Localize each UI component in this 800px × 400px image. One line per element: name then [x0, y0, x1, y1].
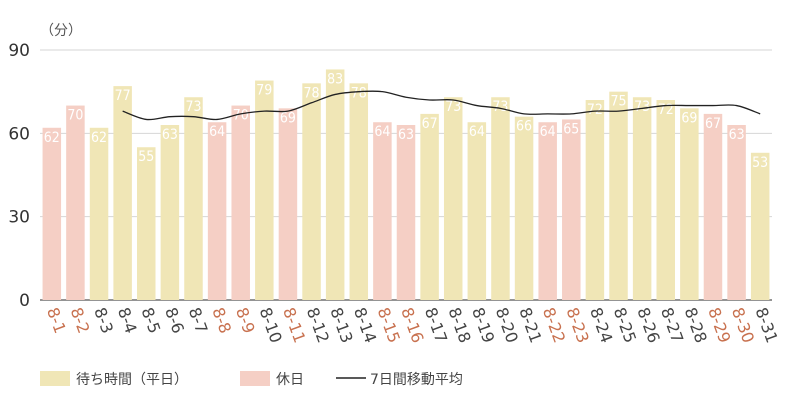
- data-label: 66: [516, 119, 532, 135]
- bar-8-21: [514, 116, 534, 301]
- bar-8-19: [467, 122, 487, 300]
- data-label: 63: [729, 127, 745, 143]
- data-label: 70: [67, 108, 83, 124]
- data-label: 73: [185, 99, 201, 115]
- bar-8-18: [443, 97, 463, 300]
- x-tick-label: 8-2: [67, 305, 94, 336]
- y-tick-label: 90: [8, 41, 30, 61]
- y-tick-label: 30: [8, 208, 30, 228]
- bar-8-11: [278, 108, 298, 300]
- bar-8-8: [207, 122, 227, 300]
- legend-label-holiday: 休日: [276, 372, 304, 388]
- data-label: 69: [280, 110, 296, 126]
- moving-average-line: [122, 90, 761, 121]
- data-label: 63: [398, 127, 414, 143]
- bar-8-7: [184, 97, 203, 300]
- bar-8-16: [396, 125, 416, 300]
- x-axis-labels: 8-18-28-38-48-58-68-78-88-98-108-118-128…: [43, 305, 782, 346]
- legend-swatch-holiday: [240, 371, 270, 386]
- y-axis-unit-label: （分）: [40, 23, 82, 39]
- data-label: 64: [540, 124, 556, 140]
- bar-8-3: [89, 127, 109, 301]
- data-label: 67: [422, 116, 438, 132]
- data-label: 53: [752, 155, 768, 171]
- bar-8-23: [562, 119, 581, 300]
- data-label: 79: [256, 83, 272, 99]
- bar-8-1: [42, 127, 62, 301]
- data-label: 62: [44, 130, 60, 146]
- data-label: 78: [351, 85, 367, 101]
- data-labels: 62 70 62 77 55 63 73 64 70 79 69 78 83 78 64 63 67 73 64 73…: [44, 71, 768, 170]
- legend: 待ち時間（平日） 休日 7日間移動平均: [40, 371, 463, 388]
- bar-8-12: [302, 83, 321, 300]
- data-label: 64: [374, 124, 390, 140]
- bar-8-4: [113, 86, 132, 300]
- bar-8-20: [491, 97, 510, 300]
- legend-label-weekday: 待ち時間（平日）: [76, 372, 188, 388]
- data-label: 78: [304, 85, 320, 101]
- bar-8-5: [137, 147, 156, 300]
- bar-8-10: [255, 80, 274, 300]
- bar-8-31: [750, 152, 770, 300]
- x-tick-label: 8-1: [43, 305, 70, 336]
- bar-8-26: [632, 97, 652, 300]
- data-label: 77: [115, 88, 131, 104]
- bar-8-22: [538, 122, 557, 300]
- y-tick-label: 0: [19, 291, 30, 311]
- x-tick-label: 8-4: [114, 305, 141, 336]
- bar-8-25: [609, 91, 628, 301]
- data-label: 73: [634, 99, 650, 115]
- bar-8-24: [585, 100, 605, 300]
- x-tick-label: 8-5: [137, 305, 164, 336]
- data-label: 63: [162, 127, 178, 143]
- bar-8-2: [66, 105, 85, 300]
- data-label: 73: [445, 99, 461, 115]
- data-label: 72: [587, 102, 603, 118]
- data-label: 73: [492, 99, 508, 115]
- y-axis-ticks: 0 30 60 90: [8, 41, 30, 311]
- bar-8-30: [727, 125, 746, 300]
- bar-8-9: [231, 105, 250, 300]
- bar-8-27: [656, 100, 675, 300]
- data-label: 75: [611, 94, 627, 110]
- data-label: 83: [327, 71, 343, 87]
- bar-8-13: [325, 69, 345, 300]
- bar-8-14: [349, 83, 369, 300]
- bar-8-15: [373, 122, 392, 300]
- x-tick-label: 8-6: [161, 305, 188, 336]
- data-label: 64: [209, 124, 225, 140]
- data-label: 72: [658, 102, 674, 118]
- bar-8-28: [680, 108, 699, 300]
- bar-8-17: [420, 113, 439, 300]
- data-label: 55: [138, 149, 154, 165]
- legend-label-moving-average: 7日間移動平均: [370, 372, 463, 388]
- x-tick-label: 8-3: [90, 305, 117, 336]
- data-label: 70: [233, 108, 249, 124]
- data-label: 62: [91, 130, 107, 146]
- x-tick-label: 8-7: [185, 305, 212, 336]
- data-label: 69: [681, 110, 697, 126]
- x-tick-label: 8-8: [208, 305, 235, 336]
- bar-8-29: [703, 113, 723, 300]
- data-label: 67: [705, 116, 721, 132]
- bar-8-6: [160, 125, 180, 300]
- data-label: 65: [563, 121, 579, 137]
- bars: [42, 69, 770, 301]
- data-label: 64: [469, 124, 485, 140]
- legend-swatch-weekday: [40, 371, 70, 386]
- x-tick-label: 8-9: [232, 305, 259, 336]
- y-tick-label: 60: [8, 124, 30, 144]
